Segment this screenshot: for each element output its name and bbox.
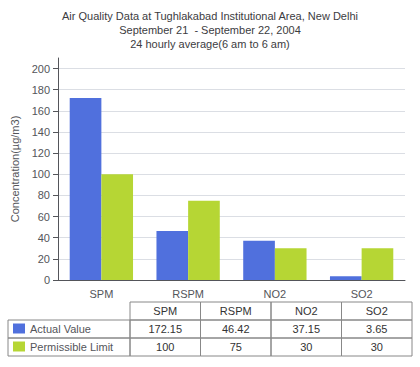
svg-text:140: 140 <box>32 126 50 138</box>
svg-text:NO2: NO2 <box>264 288 287 300</box>
svg-text:0: 0 <box>44 274 50 286</box>
svg-text:30: 30 <box>300 341 312 353</box>
svg-text:NO2: NO2 <box>295 305 318 317</box>
svg-text:20: 20 <box>38 253 50 265</box>
svg-text:60: 60 <box>38 211 50 223</box>
svg-text:SO2: SO2 <box>366 305 388 317</box>
svg-text:80: 80 <box>38 189 50 201</box>
svg-text:SPM: SPM <box>89 288 113 300</box>
svg-text:40: 40 <box>38 232 50 244</box>
svg-text:100: 100 <box>156 341 174 353</box>
svg-text:46.42: 46.42 <box>222 323 250 335</box>
svg-text:RSPM: RSPM <box>220 305 252 317</box>
svg-text:3.65: 3.65 <box>366 323 387 335</box>
svg-text:SO2: SO2 <box>351 288 373 300</box>
svg-text:Actual Value: Actual Value <box>30 323 91 335</box>
svg-text:Air Quality Data at Tughlakaba: Air Quality Data at Tughlakabad Institut… <box>62 10 358 22</box>
svg-text:120: 120 <box>32 147 50 159</box>
svg-text:RSPM: RSPM <box>172 288 204 300</box>
svg-text:30: 30 <box>371 341 383 353</box>
svg-text:172.15: 172.15 <box>148 323 182 335</box>
svg-text:SPM: SPM <box>153 305 177 317</box>
svg-text:September 21 - September 22,: September 21 - September 22, 2004 <box>119 24 301 36</box>
svg-text:180: 180 <box>32 84 50 96</box>
svg-text:160: 160 <box>32 105 50 117</box>
svg-text:200: 200 <box>32 63 50 75</box>
svg-text:75: 75 <box>230 341 242 353</box>
svg-text:24 hourly average(6 am to 6 am: 24 hourly average(6 am to 6 am) <box>130 38 290 50</box>
svg-text:100: 100 <box>32 168 50 180</box>
svg-text:37.15: 37.15 <box>292 323 320 335</box>
svg-text:Permissible Limit: Permissible Limit <box>30 341 113 353</box>
svg-text:Concentration(µg/m3): Concentration(µg/m3) <box>9 116 21 223</box>
